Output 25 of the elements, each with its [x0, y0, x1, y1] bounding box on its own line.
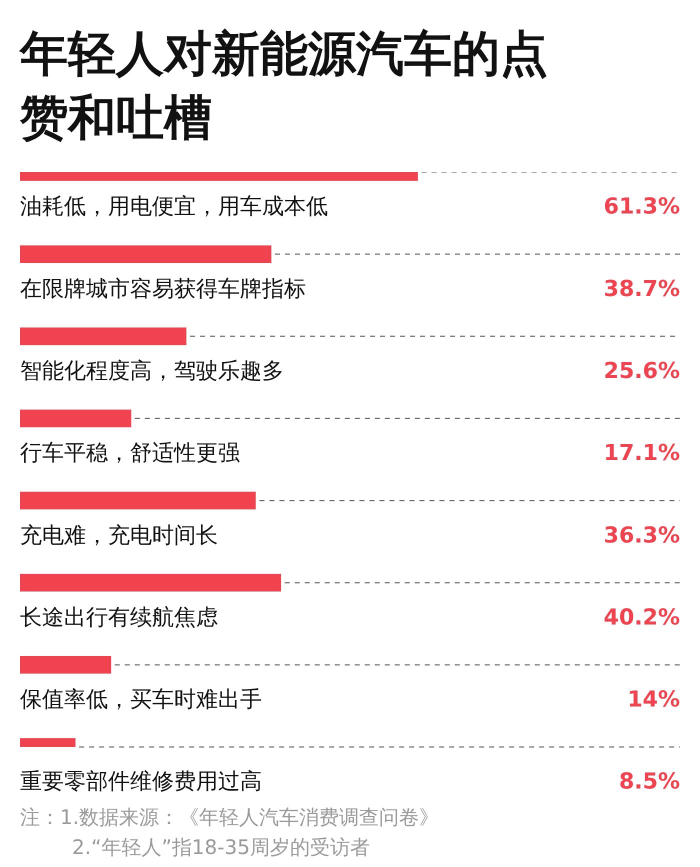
data-label: 14%: [627, 688, 680, 713]
bar: [20, 656, 112, 674]
data-label: 8.5%: [618, 770, 680, 795]
chart-title: 年轻人对新能源汽车的点赞和吐槽: [20, 25, 549, 148]
y-tick-label: 在限牌城市容易获得车牌指标: [20, 276, 306, 302]
bar: [20, 245, 272, 263]
data-label: 36.3%: [604, 523, 680, 548]
annotation: 注：1.数据来源：《年轻人汽车消费调查问卷》: [20, 804, 440, 831]
data-label: 38.7%: [604, 276, 680, 302]
y-tick-label: 重要零部件维修费用过高: [20, 770, 262, 795]
data-label: 25.6%: [604, 359, 680, 384]
bar: [20, 574, 282, 592]
y-tick-label: 保值率低，买车时难出手: [20, 688, 262, 713]
text: 2.“年轻人”指18-35周岁的受访者: [71, 834, 371, 861]
bar: [20, 410, 132, 428]
data-label: 17.1%: [604, 441, 680, 466]
y-tick-label: 行车平稳，舒适性更强: [20, 441, 240, 466]
y-tick-label: 充电难，充电时间长: [20, 523, 218, 548]
y-tick-label: 智能化程度高，驾驶乐趣多: [20, 359, 284, 384]
y-tick-label: 油耗低，用电便宜，用车成本低: [20, 194, 328, 220]
y-tick-label: 长途出行有续航焦虑: [20, 605, 218, 630]
data-label: 40.2%: [604, 605, 680, 630]
bar: [20, 327, 186, 346]
bar: [20, 492, 256, 510]
data-label: 61.3%: [604, 194, 680, 220]
